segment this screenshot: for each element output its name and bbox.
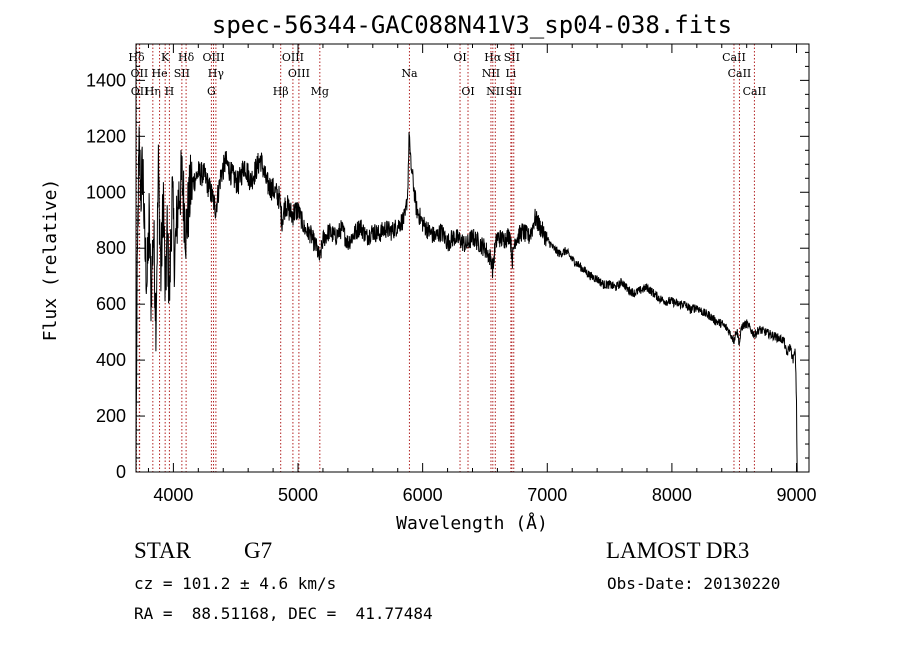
line-marker-label-25: CaII	[722, 51, 746, 64]
line-marker-label-22: SII	[504, 51, 520, 64]
line-marker-label-4: He	[152, 67, 168, 80]
x-tick-label-3: 7000	[527, 485, 567, 505]
y-tick-label-2: 400	[96, 350, 126, 370]
line-marker-label-9: OIII	[202, 51, 224, 64]
line-marker-label-19: Hα	[484, 51, 502, 64]
line-marker-label-14: OIII	[288, 67, 310, 80]
line-marker-label-16: Na	[401, 67, 418, 80]
plot-frame	[135, 43, 810, 473]
line-marker-label-6: SII	[174, 67, 190, 80]
line-marker-label-5: K	[161, 51, 170, 64]
chart-title: spec-56344-GAC088N41V3_sp04-038.fits	[212, 11, 732, 39]
line-marker-label-8: Hδ	[178, 51, 195, 64]
observation-date: Obs-Date: 20130220	[607, 574, 781, 593]
y-tick-label-0: 0	[116, 462, 126, 482]
redshift-value: cz = 101.2 ± 4.6 km/s	[134, 574, 337, 593]
line-marker-label-7: H	[165, 85, 175, 98]
y-axis: 0 200 400 600 800 1000 1200 1400	[86, 51, 809, 482]
line-marker-label-21: NII	[486, 85, 504, 98]
x-tick-label-5: 9000	[777, 485, 817, 505]
x-tick-label-1: 5000	[278, 485, 318, 505]
line-marker-label-11: G	[207, 85, 216, 98]
line-marker-label-10: Hγ	[208, 67, 225, 80]
line-marker-label-20: NII	[482, 67, 500, 80]
x-tick-label-2: 6000	[403, 485, 443, 505]
line-marker-label-13: OIII	[282, 51, 304, 64]
survey-name: LAMOST DR3	[606, 538, 750, 563]
x-tick-label-0: 4000	[153, 485, 193, 505]
line-marker-label-23: Li	[505, 67, 516, 80]
line-marker-label-0: Hδ	[128, 51, 145, 64]
line-marker-label-2: OII	[131, 85, 149, 98]
sky-coordinates: RA = 88.51168, DEC = 41.77484	[134, 604, 433, 623]
y-tick-label-3: 600	[96, 294, 126, 314]
line-marker-label-3: Hη	[145, 85, 161, 98]
y-tick-label-7: 1400	[86, 70, 126, 90]
line-marker-label-26: CaII	[728, 67, 752, 80]
x-axis: 4000 5000 6000 7000 8000 9000	[147, 44, 817, 505]
x-axis-label: Wavelength (Å)	[396, 512, 548, 534]
line-marker-label-15: Mg	[311, 85, 329, 98]
y-tick-label-5: 1000	[86, 182, 126, 202]
object-subclass: G7	[244, 538, 273, 563]
object-class: STAR	[134, 538, 191, 563]
line-marker-label-17: OI	[453, 51, 466, 64]
y-tick-label-6: 1200	[86, 126, 126, 146]
line-marker-label-12: Hβ	[273, 85, 289, 98]
line-marker-label-27: CaII	[743, 85, 767, 98]
line-marker-label-24: SII	[506, 85, 522, 98]
line-marker-label-18: OI	[461, 85, 474, 98]
y-tick-label-4: 800	[96, 238, 126, 258]
y-tick-label-1: 200	[96, 406, 126, 426]
y-axis-label: Flux (relative)	[40, 179, 61, 342]
spectrum-line	[135, 126, 798, 473]
x-tick-label-4: 8000	[652, 485, 692, 505]
